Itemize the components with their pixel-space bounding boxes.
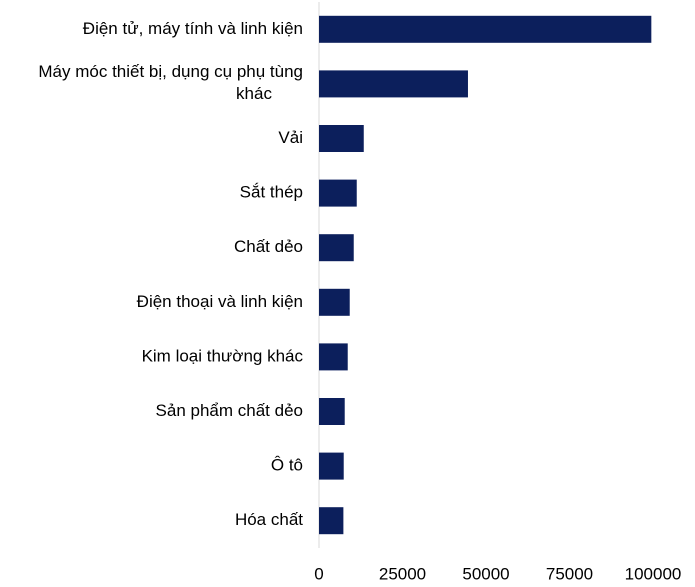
bar (319, 125, 364, 152)
y-tick-label: Kim loại thường khác (142, 346, 304, 365)
y-tick-label: Sắt thép (240, 183, 303, 202)
bar (319, 507, 344, 535)
y-tick-label: Điện thoại và linh kiện (137, 292, 303, 311)
x-tick-label: 100000 (625, 564, 682, 583)
y-tick-label: Sản phẩm chất dẻo (156, 401, 303, 420)
bar (319, 15, 652, 43)
bar (319, 234, 354, 262)
bar (319, 398, 345, 425)
bar (319, 452, 344, 480)
x-tick-label: 0 (314, 564, 323, 583)
x-tick-label: 75000 (546, 564, 593, 583)
y-tick-label: Máy móc thiết bị, dụng cụ phụ tùng khác (38, 62, 303, 103)
y-tick-label: Điện tử, máy tính và linh kiện (83, 19, 303, 38)
x-tick-label: 25000 (379, 564, 426, 583)
y-tick-label: Vải (278, 128, 303, 147)
bar (319, 70, 468, 98)
bar (319, 179, 357, 207)
y-tick-label: Hóa chất (235, 510, 303, 529)
bar (319, 288, 350, 316)
y-tick-label: Chất dẻo (234, 237, 303, 256)
bar (319, 343, 348, 371)
y-tick-label: Ô tô (271, 456, 303, 475)
x-tick-label: 50000 (462, 564, 509, 583)
